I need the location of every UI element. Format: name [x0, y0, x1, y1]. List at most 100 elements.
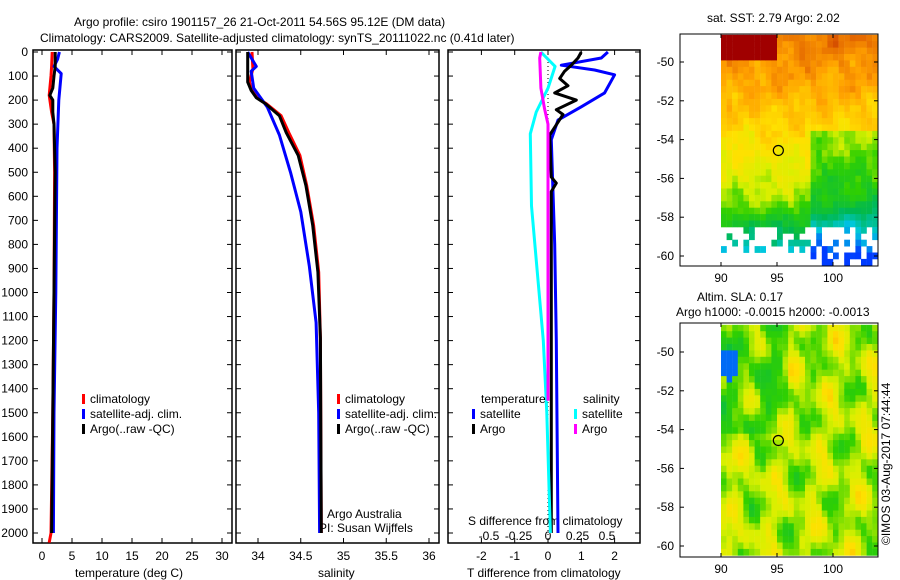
map-cell	[793, 143, 800, 151]
map-cell	[788, 350, 794, 358]
map-cell	[771, 388, 778, 396]
map-cell	[827, 401, 834, 409]
map-cell	[754, 201, 761, 209]
map-cell	[855, 246, 862, 253]
map-cell	[771, 214, 778, 221]
map-cell	[805, 162, 811, 170]
map-cell	[810, 529, 817, 537]
map-cell	[760, 162, 766, 170]
map-cell	[799, 510, 806, 518]
map-cell	[816, 459, 822, 467]
map-cell	[782, 47, 789, 55]
map-cell	[777, 491, 783, 499]
map-cell	[726, 105, 733, 113]
map-cell	[855, 536, 862, 543]
map-cell	[855, 465, 862, 473]
map-cell	[732, 388, 738, 396]
map-cell	[793, 433, 800, 441]
map-cell	[754, 105, 761, 113]
map-cell	[816, 529, 822, 537]
map-cell	[732, 504, 738, 511]
lat-tick-label: -56	[657, 171, 675, 185]
map-cell	[833, 73, 839, 81]
map-cell	[833, 207, 839, 215]
map-cell	[821, 60, 828, 68]
map-cell	[833, 491, 839, 499]
map-cell	[793, 420, 800, 428]
map-cell	[821, 420, 828, 428]
map-cell	[743, 542, 750, 550]
map-cell	[849, 111, 856, 119]
map-cell	[760, 105, 766, 113]
map-cell	[771, 344, 778, 351]
map-cell	[788, 124, 794, 132]
map-cell	[788, 459, 794, 467]
map-cell	[855, 395, 862, 403]
map-cell	[844, 395, 850, 403]
map-cell	[793, 491, 800, 499]
map-cell	[849, 369, 856, 377]
map-cell	[782, 414, 789, 422]
map-cell	[737, 452, 744, 460]
map-cell	[827, 491, 834, 499]
map-cell	[777, 137, 783, 145]
map-cell	[737, 194, 744, 202]
map-cell	[721, 363, 727, 371]
map-cell	[827, 118, 834, 125]
map-cell	[866, 331, 873, 338]
map-cell	[777, 92, 783, 100]
map-cell	[743, 194, 750, 202]
map-cell	[743, 529, 750, 537]
map-cell	[749, 73, 755, 81]
map-cell	[777, 239, 783, 247]
map-cell	[833, 484, 839, 492]
map-cell	[754, 130, 761, 138]
map-cell	[721, 516, 727, 524]
map-cell	[872, 54, 878, 61]
map-cell	[765, 395, 772, 403]
map-cell	[805, 86, 811, 93]
map-cell	[754, 92, 761, 100]
map-cell	[788, 376, 794, 383]
map-cell	[861, 510, 867, 518]
map-cell	[844, 440, 850, 447]
map-cell	[810, 337, 817, 345]
map-cell	[771, 497, 778, 505]
map-cell	[872, 331, 878, 338]
map-cell	[805, 105, 811, 113]
map-cell	[793, 226, 800, 234]
map-cell	[816, 363, 822, 371]
map-cell	[866, 376, 873, 383]
map-cell	[872, 220, 878, 228]
map-cells	[721, 324, 878, 556]
map-cell	[726, 156, 733, 164]
map-cell	[726, 182, 733, 189]
map-cell	[827, 337, 834, 345]
map-cell	[793, 369, 800, 377]
map-cell	[821, 124, 828, 132]
map-cell	[726, 337, 733, 345]
map-cell	[788, 440, 794, 447]
map-cell	[771, 156, 778, 164]
map-cell	[805, 452, 811, 460]
map-cell	[861, 169, 867, 177]
map-cell	[805, 491, 811, 499]
map-cell	[721, 446, 727, 454]
map-cell	[816, 414, 822, 422]
imos-stamp: ©IMOS 03-Aug-2017 07:44:44	[879, 382, 893, 545]
map-cell	[793, 548, 800, 556]
map-cell	[771, 54, 778, 61]
map-cell	[827, 478, 834, 486]
map-cell	[782, 523, 789, 531]
map-cell	[827, 440, 834, 447]
map-cell	[754, 433, 761, 441]
map-cell	[726, 130, 733, 138]
map-cell	[872, 182, 878, 189]
map-cell	[844, 382, 850, 390]
x-tick-label: 35.5	[375, 549, 399, 563]
map-cell	[765, 478, 772, 486]
map-cell	[793, 188, 800, 196]
map-cell	[838, 472, 845, 479]
map-cell	[732, 41, 738, 48]
map-cell	[827, 79, 834, 87]
